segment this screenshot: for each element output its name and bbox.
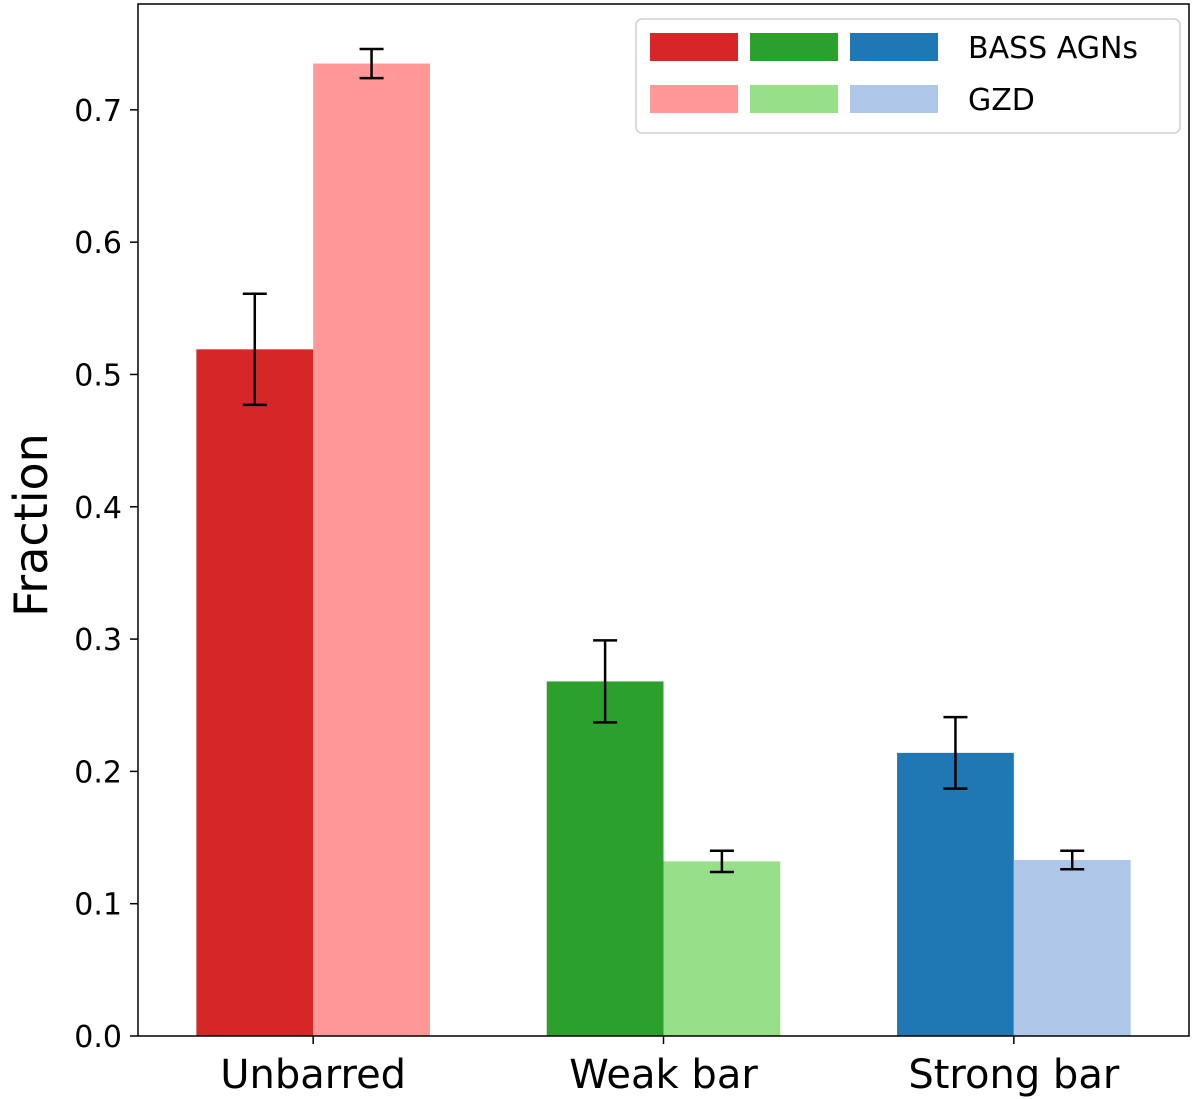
error-bar-unbarred-gzd — [359, 47, 384, 80]
y-tick-label: 0.2 — [74, 755, 122, 790]
error-bar-unbarred-bass-agns — [242, 292, 267, 407]
legend-swatch — [750, 85, 838, 113]
legend-swatch — [650, 85, 738, 113]
y-tick-label: 0.4 — [74, 491, 122, 526]
bars-layer — [196, 63, 1131, 1037]
bar-unbarred-gzd — [313, 63, 430, 1037]
legend-label: BASS AGNs — [968, 31, 1138, 66]
y-tick-label: 0.3 — [74, 623, 122, 658]
legend-swatch — [750, 33, 838, 61]
x-tick-label: Unbarred — [220, 1052, 406, 1098]
x-tick-label: Strong bar — [908, 1052, 1119, 1098]
bar-weak-bar-gzd — [663, 861, 781, 1036]
y-tick-label: 0.6 — [74, 226, 122, 261]
y-tick-label: 0.0 — [74, 1020, 122, 1055]
bar-unbarred-bass-agns — [196, 349, 314, 1036]
error-bar-strong-bar-bass-agns — [943, 715, 968, 790]
y-tick-label: 0.1 — [74, 888, 122, 923]
y-axis-label: Fraction — [4, 433, 58, 617]
x-tick-label: Weak bar — [569, 1052, 758, 1098]
y-axis: 0.0 0.1 0.2 0.3 0.4 0.5 0.6 0.7 — [74, 94, 138, 1055]
error-bars-layer — [242, 47, 1085, 874]
y-tick-label: 0.5 — [74, 358, 122, 393]
x-axis: Unbarred Weak bar Strong bar — [220, 1036, 1120, 1098]
error-bar-strong-bar-gzd — [1060, 849, 1085, 871]
y-tick-label: 0.7 — [74, 94, 122, 129]
legend: BASS AGNs GZD — [635, 18, 1181, 134]
legend-swatch — [850, 85, 938, 113]
legend-swatch — [650, 33, 738, 61]
legend-label: GZD — [968, 83, 1035, 118]
bar-strong-bar-bass-agns — [897, 752, 1014, 1036]
legend-swatch — [850, 33, 938, 61]
bar-strong-bar-gzd — [1013, 860, 1131, 1036]
error-bar-weak-bar-bass-agns — [593, 639, 618, 724]
bar-weak-bar-bass-agns — [546, 681, 664, 1036]
error-bar-weak-bar-gzd — [709, 849, 734, 874]
